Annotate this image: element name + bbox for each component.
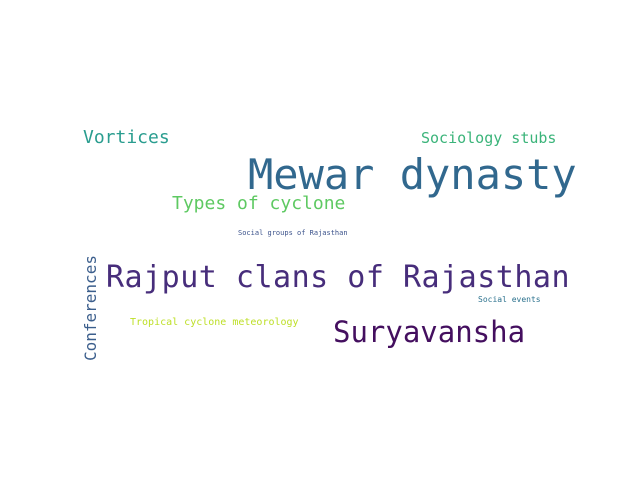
word-sociology-stubs: Sociology stubs [421, 129, 557, 147]
word-conferences: Conferences [81, 255, 100, 361]
word-types-of-cyclone: Types of cyclone [172, 193, 346, 214]
word-vortices: Vortices [83, 127, 170, 148]
word-social-events: Social events [478, 295, 541, 304]
word-tropical-cyclone-meteorology: Tropical cyclone meteorology [130, 317, 299, 328]
word-rajput-clans-of-rajasthan: Rajput clans of Rajasthan [106, 260, 571, 295]
word-suryavansha: Suryavansha [333, 315, 526, 349]
word-social-groups-of-rajasthan: Social groups of Rajasthan [238, 229, 348, 237]
word-mewar-dynasty: Mewar dynasty [248, 150, 577, 199]
